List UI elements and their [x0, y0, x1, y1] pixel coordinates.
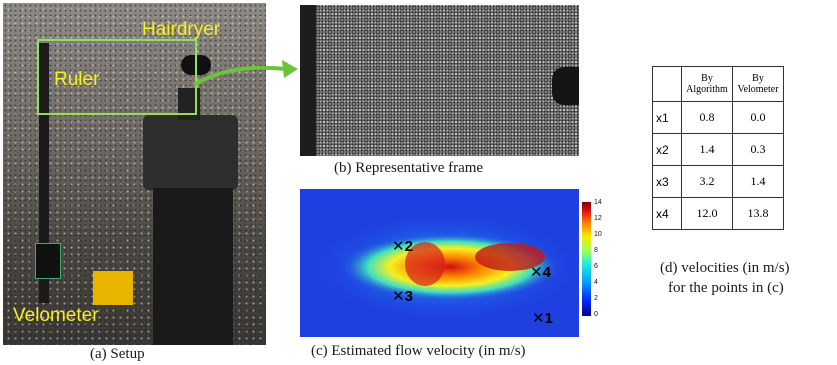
arrow: [192, 60, 298, 87]
colorbar-tick: 12: [594, 215, 602, 222]
table-header-row: By Algorithm By Velometer: [652, 66, 784, 102]
velocity-map: ✕2 ✕4 ✕3 ✕1: [300, 189, 579, 337]
caption-c: (c) Estimated flow velocity (in m/s): [311, 343, 526, 359]
representative-frame: [300, 5, 579, 156]
colorbar: [582, 202, 591, 316]
camera-stand: [153, 188, 233, 345]
colorbar-tick: 8: [594, 247, 598, 254]
algorithm-value: 0.8: [681, 101, 733, 134]
header-line: Algorithm: [686, 84, 728, 95]
point-label-2: 2: [404, 238, 413, 255]
row-label: x4: [652, 197, 682, 230]
frame-edge: [300, 5, 316, 156]
colorbar-tick: 6: [594, 263, 598, 270]
yellow-box: [93, 271, 133, 305]
row-label: x3: [652, 165, 682, 198]
header-line: By: [752, 73, 764, 84]
velometer-label: Velometer: [13, 305, 99, 326]
camera-top: [178, 88, 200, 120]
point-label-3: 3: [404, 288, 413, 305]
point-marker-3: ✕3: [392, 288, 413, 305]
table-row: x2 1.4 0.3: [652, 133, 784, 166]
colorbar-tick: 4: [594, 279, 598, 286]
algorithm-value: 1.4: [681, 133, 733, 166]
colorbar-tick: 10: [594, 231, 602, 238]
header-line: Velometer: [737, 84, 779, 95]
row-label: x1: [652, 101, 682, 134]
hairdryer-label: Hairdryer: [142, 19, 221, 40]
velometer-value: 13.8: [732, 197, 784, 230]
stand-pole: [39, 43, 49, 303]
ruler-box: [37, 39, 197, 115]
table-row: x1 0.8 0.0: [652, 101, 784, 134]
point-label-4: 4: [542, 264, 551, 281]
colorbar-tick: 0: [594, 311, 598, 318]
point-label-1: 1: [544, 310, 553, 327]
table-corner-cell: [652, 66, 682, 102]
velocity-field: [305, 209, 579, 325]
velometer-value: 1.4: [732, 165, 784, 198]
point-marker-1: ✕1: [532, 310, 553, 327]
header-by-algorithm: By Algorithm: [681, 66, 733, 102]
caption-a: (a) Setup: [90, 346, 145, 362]
algorithm-value: 3.2: [681, 165, 733, 198]
row-label: x2: [652, 133, 682, 166]
colorbar-tick: 2: [594, 295, 598, 302]
caption-d-line1: (d) velocities (in m/s): [660, 260, 790, 276]
header-line: By: [701, 73, 713, 84]
point-marker-4: ✕4: [530, 264, 551, 281]
velometer-device: [35, 243, 61, 279]
velometer-value: 0.3: [732, 133, 784, 166]
caption-b: (b) Representative frame: [334, 160, 484, 176]
colorbar-tick: 14: [594, 199, 602, 206]
hairdryer-nozzle: [552, 67, 579, 105]
caption-d-line2: for the points in (c): [668, 280, 784, 296]
setup-photo: Hairdryer Ruler Velometer: [3, 3, 266, 345]
point-marker-2: ✕2: [392, 238, 413, 255]
velocity-table: By Algorithm By Velometer x1 0.8 0.0 x2 1.…: [652, 66, 784, 230]
table-row: x4 12.0 13.8: [652, 197, 784, 230]
camera-body: [143, 115, 238, 190]
ruler-label: Ruler: [54, 69, 100, 90]
algorithm-value: 12.0: [681, 197, 733, 230]
header-by-velometer: By Velometer: [732, 66, 784, 102]
table-row: x3 3.2 1.4: [652, 165, 784, 198]
velometer-value: 0.0: [732, 101, 784, 134]
